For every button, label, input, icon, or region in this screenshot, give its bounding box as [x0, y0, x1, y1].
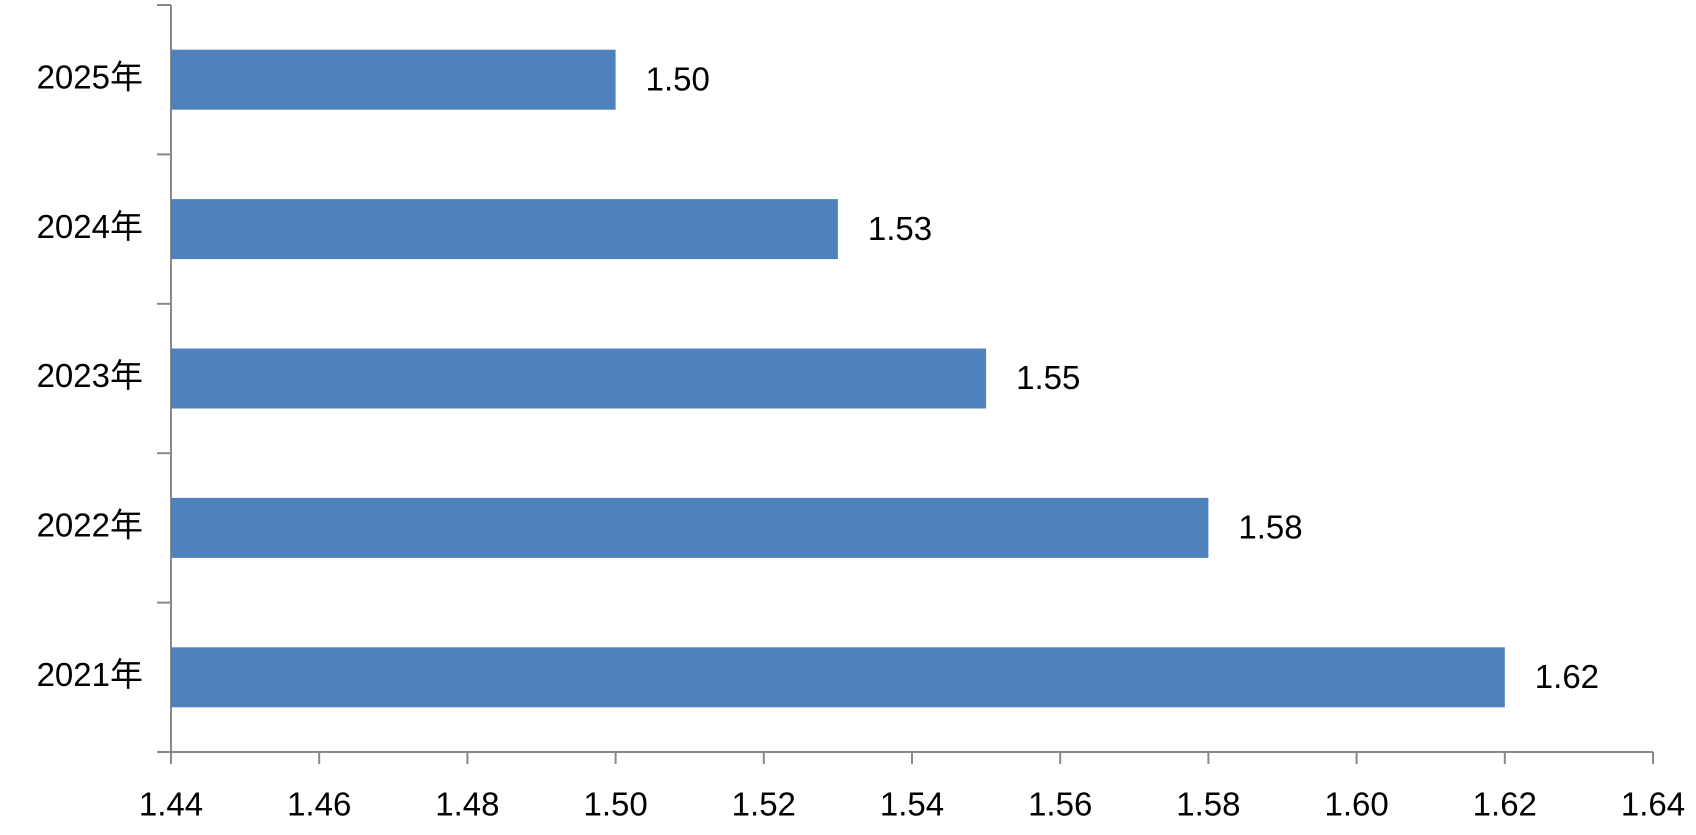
bar	[171, 49, 616, 110]
x-tick-label: 1.46	[287, 786, 351, 823]
x-tick-label: 1.56	[1028, 786, 1092, 823]
data-label: 1.62	[1535, 658, 1599, 695]
x-tick-label: 1.58	[1176, 786, 1240, 823]
bar	[171, 497, 1209, 558]
bar	[171, 647, 1505, 708]
x-tick-label: 1.52	[732, 786, 796, 823]
data-label: 1.58	[1238, 509, 1302, 546]
x-tick-label: 1.64	[1621, 786, 1685, 823]
x-tick-label: 1.48	[435, 786, 499, 823]
x-tick-label: 1.62	[1473, 786, 1537, 823]
y-tick-label: 2022年	[37, 507, 143, 544]
x-tick-label: 1.60	[1324, 786, 1388, 823]
data-label: 1.55	[1016, 359, 1080, 396]
data-label: 1.53	[868, 210, 932, 247]
y-tick-label: 2024年	[37, 208, 143, 245]
bar	[171, 199, 838, 260]
x-tick-label: 1.54	[880, 786, 944, 823]
y-tick-label: 2021年	[37, 656, 143, 693]
y-tick-label: 2023年	[37, 357, 143, 394]
y-tick-label: 2025年	[37, 58, 143, 95]
x-tick-label: 1.44	[139, 786, 203, 823]
bar	[171, 348, 987, 409]
data-label: 1.50	[646, 60, 710, 97]
x-tick-label: 1.50	[583, 786, 647, 823]
